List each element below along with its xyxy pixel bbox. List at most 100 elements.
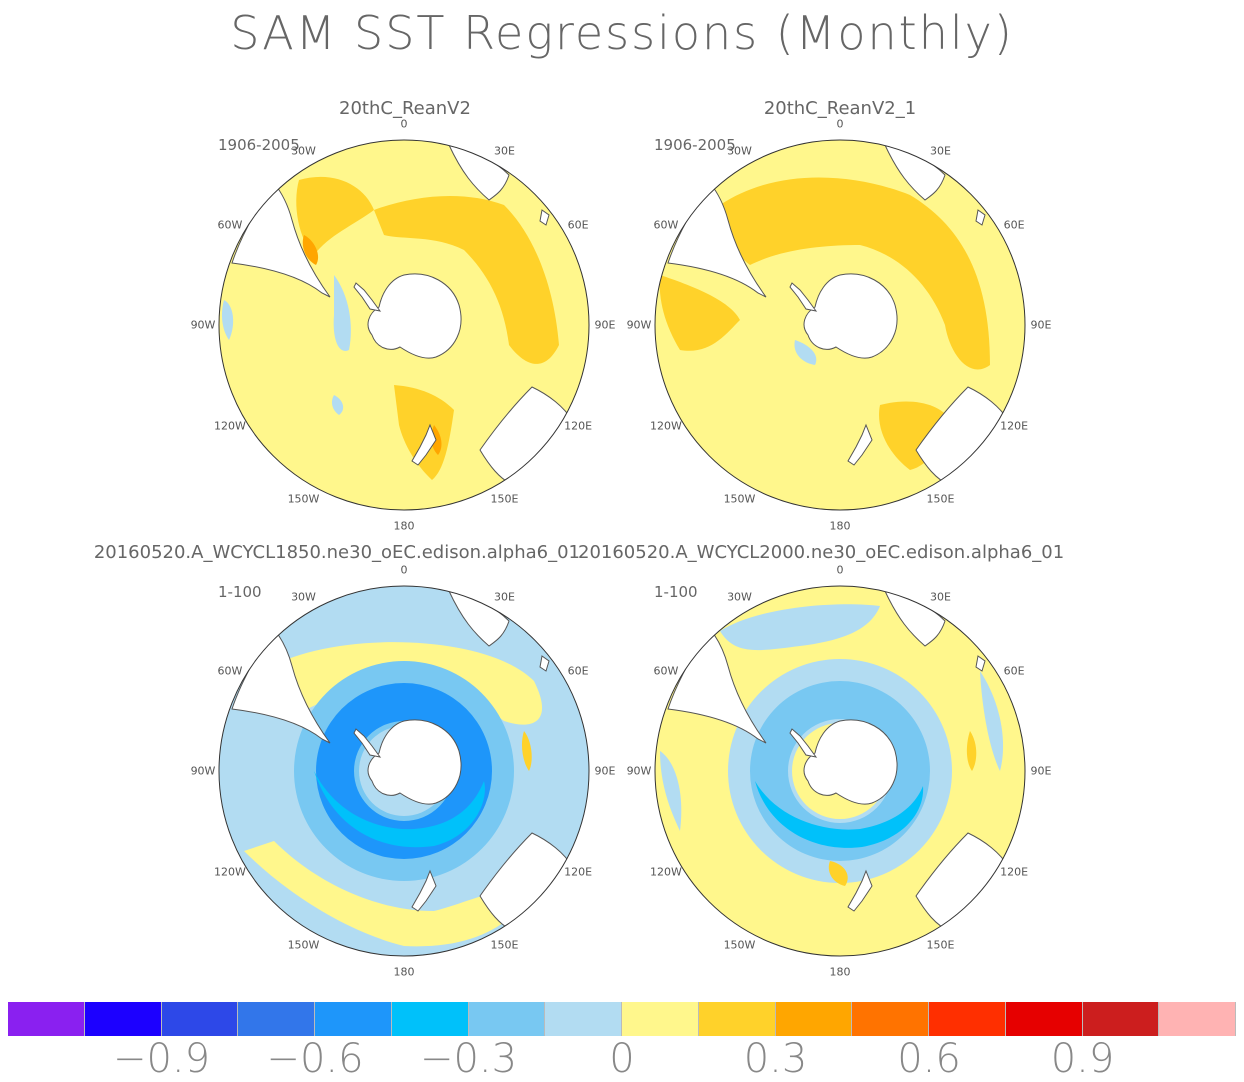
sst-patch	[720, 604, 880, 651]
longitude-label: 90W	[190, 764, 216, 778]
sst-patch	[719, 177, 990, 370]
longitude-label: 180	[393, 519, 415, 533]
sst-patch	[374, 195, 559, 364]
sst-patch	[244, 841, 524, 947]
colorbar-label: −0.3	[419, 1036, 518, 1082]
colorbar-swatch	[315, 1002, 392, 1036]
land-peninsula	[353, 728, 382, 758]
colorbar-label: −0.6	[266, 1036, 364, 1082]
land-nz	[847, 423, 873, 466]
land-peninsula	[789, 728, 818, 758]
longitude-label: 0	[400, 563, 408, 577]
sst-patch	[394, 385, 454, 480]
sst-patch	[521, 731, 532, 771]
map-boundary	[218, 585, 590, 957]
colorbar-swatch	[775, 1002, 853, 1036]
land-peninsula	[353, 282, 382, 312]
longitude-label: 150E	[490, 492, 519, 506]
panel-title-2: 20thC_ReanV2_1	[763, 98, 917, 119]
longitude-label: 120E	[1000, 419, 1029, 432]
longitude-label: 30W	[291, 144, 316, 158]
longitude-label: 0	[836, 117, 844, 131]
map-content	[219, 140, 589, 510]
land-antarctica	[367, 719, 462, 805]
longitude-label: 150E	[490, 938, 519, 952]
longitude-label: 150W	[287, 492, 320, 506]
main-title: SAM SST Regressions (Monthly)	[230, 6, 1014, 60]
sst-patch	[302, 235, 319, 265]
sst-patch	[980, 671, 1004, 771]
colorbar-swatch	[1005, 1002, 1083, 1036]
sst-patch	[794, 340, 817, 365]
longitude-label: 60E	[1003, 218, 1025, 231]
longitude-label: 150W	[723, 492, 756, 506]
map-content	[655, 586, 1025, 956]
colorbar-swatch	[161, 1002, 239, 1036]
map-content	[655, 140, 1025, 510]
colorbar	[8, 1002, 1236, 1036]
longitude-label: 150W	[723, 938, 756, 952]
sst-patch	[659, 275, 740, 351]
longitude-label: 60W	[653, 664, 679, 677]
longitude-label: 0	[400, 117, 408, 131]
land-nz	[847, 869, 873, 912]
sst-patch	[755, 781, 924, 848]
colorbar-label: 0.6	[897, 1036, 961, 1082]
land-antarctica	[803, 719, 898, 805]
longitude-label: 30E	[494, 590, 515, 604]
longitude-label: 60E	[567, 664, 589, 677]
longitude-label: 180	[829, 519, 851, 533]
colorbar-swatch	[852, 1002, 929, 1036]
land-madag	[975, 209, 986, 226]
longitude-label: 60W	[217, 664, 243, 677]
colorbar-swatch	[622, 1002, 699, 1036]
longitude-label: 120W	[213, 419, 246, 432]
land-madag	[975, 655, 986, 672]
colorbar-swatch	[238, 1002, 315, 1036]
longitude-label: 30E	[930, 144, 951, 158]
longitude-label: 180	[829, 965, 851, 979]
colorbar-swatch	[1082, 1002, 1160, 1036]
colorbar-swatch	[391, 1002, 469, 1036]
colorbar-swatch	[84, 1002, 162, 1036]
longitude-label: 150W	[287, 938, 320, 952]
longitude-label: 30W	[727, 590, 752, 604]
longitude-label: 60W	[653, 218, 679, 231]
colorbar-swatch	[1159, 1002, 1236, 1036]
colorbar-swatch	[698, 1002, 776, 1036]
land-peninsula	[789, 282, 818, 312]
colorbar-swatch	[929, 1002, 1006, 1036]
colorbar-swatch	[545, 1002, 622, 1036]
sst-patch	[660, 751, 682, 831]
panel-title-3: 20160520.A_WCYCL1850.ne30_oEC.edison.alp…	[93, 542, 580, 563]
sst-contour-band	[316, 683, 492, 859]
polar-map-3	[218, 585, 590, 957]
longitude-label: 30E	[930, 590, 951, 604]
longitude-label: 0	[836, 563, 844, 577]
colorbar-swatch	[8, 1002, 85, 1036]
map-content	[219, 586, 589, 956]
sst-patch	[333, 275, 351, 351]
sst-patch	[966, 731, 977, 771]
land-nz	[411, 869, 437, 912]
longitude-label: 150E	[926, 492, 955, 506]
sst-patch	[296, 176, 374, 255]
period-label-4: 1-100	[654, 583, 698, 601]
longitude-label: 180	[393, 965, 415, 979]
longitude-label: 120E	[564, 865, 593, 878]
colorbar-label: 0.3	[743, 1036, 808, 1082]
longitude-label: 120W	[649, 865, 682, 878]
longitude-label: 120W	[649, 419, 682, 432]
longitude-label: 60W	[217, 218, 243, 231]
polar-map-4	[654, 585, 1026, 957]
land-nz	[411, 423, 437, 466]
land-antarctica	[367, 273, 462, 359]
land-madag	[539, 655, 550, 672]
sst-patch	[331, 395, 344, 415]
panel-title-4: 20160520.A_WCYCL2000.ne30_oEC.edison.alp…	[578, 542, 1065, 563]
sst-patch	[221, 300, 234, 340]
sst-patch	[828, 861, 848, 886]
colorbar-label: 0.9	[1050, 1036, 1115, 1082]
longitude-label: 90E	[1030, 764, 1052, 778]
sst-patch	[314, 771, 485, 848]
